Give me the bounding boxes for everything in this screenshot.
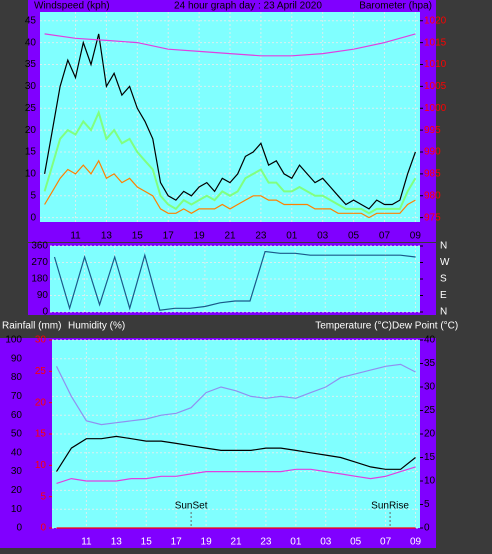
x-tick-label: 19 xyxy=(201,537,213,548)
y2-tick-label: N xyxy=(440,241,447,252)
y3-label: Dew Point (°C) xyxy=(392,321,458,332)
x-tick-label: 07 xyxy=(379,231,391,242)
x-tick-label: 23 xyxy=(255,231,267,242)
y-tick-label: 0 xyxy=(42,307,48,318)
y2-tick-label: 1020 xyxy=(424,15,447,26)
y2-tick-label: 1005 xyxy=(424,81,447,92)
series-line xyxy=(43,109,417,215)
y-tick-label: 15 xyxy=(25,147,37,158)
rain-tick-label: 30 xyxy=(35,335,47,346)
y-tick-label: 30 xyxy=(25,81,37,92)
rain-tick-label: 25 xyxy=(35,366,47,377)
y2-tick-label: 20 xyxy=(424,429,436,440)
y-tick-label: 40 xyxy=(25,37,37,48)
y-tick-label: 60 xyxy=(11,410,23,421)
x-tick-label: 15 xyxy=(141,537,153,548)
y2-tick-label: 1010 xyxy=(424,59,447,70)
x-tick-label: 09 xyxy=(410,231,422,242)
series-line xyxy=(53,250,416,311)
annotation: SunRise xyxy=(371,501,409,512)
y2-tick-label: 25 xyxy=(424,405,436,416)
y2-tick-label: 0 xyxy=(424,523,430,534)
series-line xyxy=(44,159,416,219)
rain-tick-label: 15 xyxy=(35,429,47,440)
y2-tick-label: 975 xyxy=(424,212,441,223)
y-tick-label: 50 xyxy=(11,429,23,440)
y-label: Windspeed (kph) xyxy=(34,1,110,12)
x-tick-label: 15 xyxy=(132,231,144,242)
y-tick-label: 25 xyxy=(25,103,37,114)
y2-tick-label: 980 xyxy=(424,190,441,201)
series-line xyxy=(44,33,416,210)
series-line xyxy=(55,435,416,472)
x-tick-label: 09 xyxy=(410,537,422,548)
y-tick-label: 0 xyxy=(16,523,22,534)
x-tick-label: 13 xyxy=(101,231,113,242)
rain-label: Rainfall (mm) xyxy=(2,321,61,332)
y2-tick-label: 995 xyxy=(424,125,441,136)
rain-tick-label: 10 xyxy=(35,460,47,471)
x-tick-label: 11 xyxy=(70,231,81,242)
y2-tick-label: S xyxy=(440,274,447,285)
y-tick-label: 40 xyxy=(11,447,23,458)
x-tick-label: 19 xyxy=(194,231,206,242)
y-tick-label: 5 xyxy=(30,190,36,201)
y-tick-label: 20 xyxy=(11,485,23,496)
y-tick-label: 100 xyxy=(5,335,22,346)
x-tick-label: 07 xyxy=(380,537,392,548)
y-tick-label: 10 xyxy=(11,504,23,515)
rain-tick-label: 0 xyxy=(40,523,46,534)
x-tick-label: 17 xyxy=(171,537,183,548)
y-tick-label: 45 xyxy=(25,15,37,26)
y-tick-label: 20 xyxy=(25,125,37,136)
x-tick-label: 03 xyxy=(317,231,329,242)
y2-tick-label: 985 xyxy=(424,169,441,180)
y-tick-label: 90 xyxy=(37,290,49,301)
series-line xyxy=(56,466,416,484)
annotation: SunSet xyxy=(175,501,208,512)
y-tick-label: 80 xyxy=(11,372,23,383)
y-tick-label: 180 xyxy=(31,274,48,285)
series-line xyxy=(44,33,416,57)
x-tick-label: 11 xyxy=(81,537,92,548)
rain-tick-label: 20 xyxy=(35,397,47,408)
y2-tick-label: E xyxy=(440,290,447,301)
y-tick-label: 70 xyxy=(11,391,23,402)
y-tick-label: 270 xyxy=(31,257,48,268)
y-tick-label: 35 xyxy=(25,59,37,70)
y2-tick-label: 1000 xyxy=(424,103,447,114)
y-tick-label: 30 xyxy=(11,466,23,477)
x-tick-label: 05 xyxy=(350,537,362,548)
y2-tick-label: 35 xyxy=(424,358,436,369)
title: 24 hour graph day : 23 April 2020 xyxy=(174,1,322,12)
y2-tick-label: 40 xyxy=(424,335,436,346)
y-tick-label: 0 xyxy=(30,212,36,223)
y2-tick-label: 10 xyxy=(424,476,436,487)
x-tick-label: 17 xyxy=(163,231,175,242)
y2-tick-label: W xyxy=(440,257,450,268)
y2-tick-label: N xyxy=(440,307,447,318)
rain-tick-label: 5 xyxy=(40,491,46,502)
x-tick-label: 21 xyxy=(224,231,236,242)
y2-tick-label: 1015 xyxy=(424,37,447,48)
y2-tick-label: 30 xyxy=(424,382,436,393)
y-tick-label: 360 xyxy=(31,241,48,252)
y-tick-label: 90 xyxy=(11,353,23,364)
x-tick-label: 21 xyxy=(230,537,242,548)
y-label: Humidity (%) xyxy=(68,321,125,332)
y2-tick-label: 990 xyxy=(424,147,441,158)
x-tick-label: 05 xyxy=(348,231,360,242)
x-tick-label: 03 xyxy=(320,537,332,548)
x-tick-label: 01 xyxy=(286,231,298,242)
x-tick-label: 01 xyxy=(290,537,302,548)
y2-tick-label: 15 xyxy=(424,452,436,463)
x-tick-label: 23 xyxy=(260,537,272,548)
y2-label: Temperature (°C) xyxy=(315,321,392,332)
series-line xyxy=(55,363,416,426)
x-tick-label: 13 xyxy=(111,537,123,548)
y-tick-label: 10 xyxy=(25,169,37,180)
y2-tick-label: 5 xyxy=(424,499,430,510)
y2-label: Barometer (hpa) xyxy=(359,1,432,12)
